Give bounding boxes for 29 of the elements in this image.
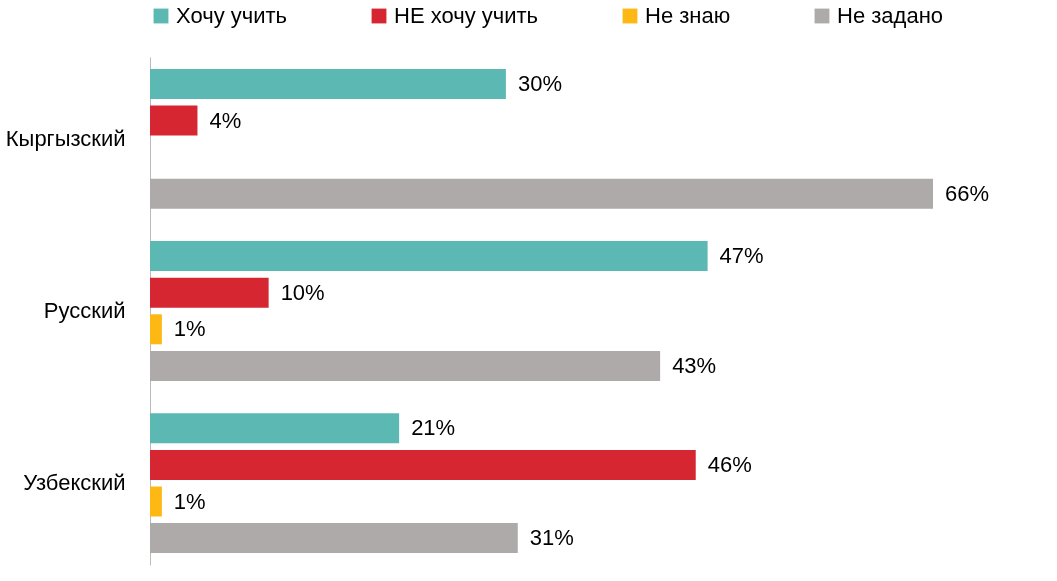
y-tick-label: Узбекский bbox=[23, 470, 126, 496]
data-label: 47% bbox=[719, 243, 764, 269]
legend-label: Не знаю bbox=[645, 3, 731, 28]
data-label: 4% bbox=[209, 107, 242, 133]
data-label: 43% bbox=[672, 352, 717, 378]
bar bbox=[150, 350, 661, 381]
bar bbox=[150, 449, 696, 480]
data-label: 1% bbox=[173, 316, 206, 342]
data-label: 10% bbox=[280, 279, 325, 305]
data-label: 31% bbox=[529, 525, 574, 551]
legend-label: Не задано bbox=[837, 3, 944, 28]
bar bbox=[150, 105, 198, 136]
data-label: 30% bbox=[517, 70, 562, 96]
bar bbox=[150, 277, 269, 308]
data-label: 21% bbox=[411, 415, 456, 441]
data-label: 1% bbox=[173, 488, 206, 514]
data-label: 66% bbox=[945, 180, 990, 206]
y-tick-label: Кыргызский bbox=[5, 125, 126, 151]
y-tick-label: Русский bbox=[43, 298, 126, 323]
bar bbox=[150, 68, 506, 99]
data-label: 46% bbox=[707, 451, 752, 477]
bar bbox=[150, 314, 162, 345]
legend-label: Хочу учить bbox=[176, 3, 288, 28]
bar bbox=[150, 178, 933, 209]
bar bbox=[150, 241, 708, 272]
bar bbox=[150, 523, 518, 554]
bar bbox=[150, 413, 400, 444]
bar bbox=[150, 486, 162, 517]
legend-label: НЕ хочу учить bbox=[394, 3, 539, 28]
